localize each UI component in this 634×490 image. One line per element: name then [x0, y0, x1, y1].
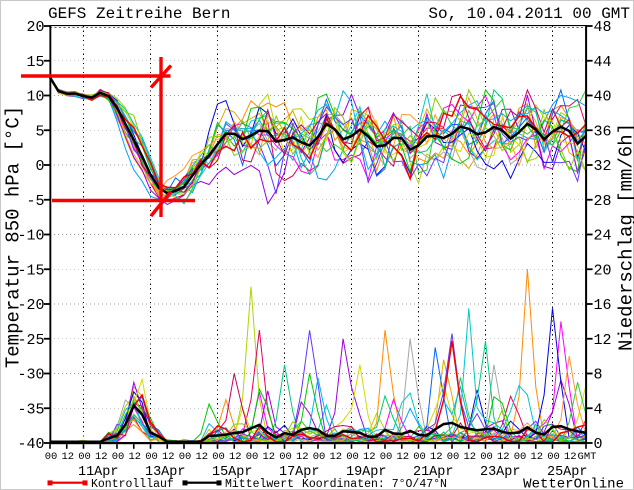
svg-text:24: 24 [594, 228, 612, 245]
svg-text:00: 00 [179, 451, 192, 463]
svg-text:12: 12 [128, 451, 141, 463]
svg-text:40: 40 [594, 89, 612, 106]
svg-text:12: 12 [162, 451, 175, 463]
svg-text:12: 12 [497, 451, 510, 463]
svg-text:-25: -25 [17, 332, 44, 349]
svg-text:-5: -5 [26, 193, 44, 210]
svg-text:Niederschlag [mm/6h]: Niederschlag [mm/6h] [616, 123, 634, 351]
svg-text:28: 28 [594, 193, 612, 210]
svg-text:19Apr: 19Apr [346, 465, 387, 480]
svg-text:44: 44 [594, 54, 612, 71]
svg-text:00: 00 [212, 451, 225, 463]
svg-text:GEFS Zeitreihe Bern: GEFS Zeitreihe Bern [48, 5, 230, 23]
svg-text:-30: -30 [17, 367, 44, 384]
svg-text:12: 12 [430, 451, 443, 463]
svg-text:16: 16 [594, 297, 612, 314]
svg-text:23Apr: 23Apr [480, 465, 521, 480]
svg-text:17Apr: 17Apr [279, 465, 320, 480]
svg-text:Koordinaten: 7°O/47°N: Koordinaten: 7°O/47°N [302, 478, 447, 490]
svg-text:00: 00 [413, 451, 426, 463]
svg-text:15Apr: 15Apr [212, 465, 253, 480]
svg-text:12: 12 [396, 451, 409, 463]
svg-text:00: 00 [514, 451, 527, 463]
svg-text:00: 00 [279, 451, 292, 463]
svg-text:12: 12 [329, 451, 342, 463]
svg-text:4: 4 [594, 401, 603, 418]
svg-text:00: 00 [380, 451, 393, 463]
svg-text:Temperatur 850 hPa [°C]: Temperatur 850 hPa [°C] [3, 106, 25, 368]
svg-text:-20: -20 [17, 297, 44, 314]
svg-text:GMT: GMT [578, 451, 597, 463]
svg-text:12: 12 [530, 451, 543, 463]
svg-text:10: 10 [26, 89, 44, 106]
svg-text:00: 00 [313, 451, 326, 463]
svg-text:20: 20 [594, 262, 612, 279]
svg-text:32: 32 [594, 158, 612, 175]
svg-text:00: 00 [45, 451, 58, 463]
svg-text:00: 00 [112, 451, 125, 463]
svg-text:-15: -15 [17, 262, 44, 279]
svg-text:00: 00 [547, 451, 560, 463]
svg-text:13Apr: 13Apr [145, 465, 186, 480]
svg-text:11Apr: 11Apr [78, 465, 119, 480]
svg-text:12: 12 [95, 451, 108, 463]
svg-text:0: 0 [594, 436, 603, 453]
svg-text:12: 12 [296, 451, 309, 463]
svg-text:36: 36 [594, 123, 612, 140]
svg-text:00: 00 [447, 451, 460, 463]
svg-text:00: 00 [78, 451, 91, 463]
svg-text:00: 00 [145, 451, 158, 463]
svg-text:00: 00 [480, 451, 493, 463]
svg-text:So, 10.04.2011 00 GMT: So, 10.04.2011 00 GMT [428, 5, 630, 23]
svg-text:48: 48 [594, 19, 612, 36]
svg-text:-10: -10 [17, 228, 44, 245]
svg-text:Mittelwert: Mittelwert [225, 478, 294, 490]
svg-text:12: 12 [61, 451, 74, 463]
svg-text:12: 12 [363, 451, 376, 463]
svg-text:5: 5 [35, 123, 44, 140]
svg-text:12: 12 [262, 451, 275, 463]
svg-text:Kontrolllauf: Kontrolllauf [91, 478, 174, 490]
svg-text:12: 12 [463, 451, 476, 463]
svg-text:-35: -35 [17, 401, 44, 418]
svg-text:12: 12 [564, 451, 577, 463]
svg-text:8: 8 [594, 367, 603, 384]
svg-text:WetterOnline: WetterOnline [523, 477, 624, 490]
svg-text:00: 00 [246, 451, 259, 463]
svg-text:12: 12 [229, 451, 242, 463]
svg-text:00: 00 [346, 451, 359, 463]
svg-text:15: 15 [26, 54, 44, 71]
svg-text:12: 12 [195, 451, 208, 463]
svg-text:21Apr: 21Apr [413, 465, 454, 480]
svg-text:0: 0 [35, 158, 44, 175]
svg-text:12: 12 [594, 332, 612, 349]
svg-text:20: 20 [26, 19, 44, 36]
svg-text:25Apr: 25Apr [547, 465, 588, 480]
svg-text:-40: -40 [17, 436, 44, 453]
